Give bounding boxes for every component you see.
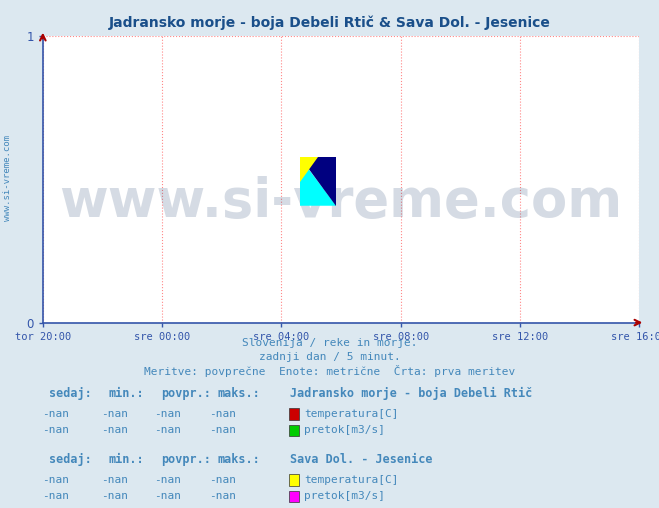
Text: -nan: -nan [154,491,181,501]
Polygon shape [300,157,318,182]
Text: -nan: -nan [209,425,236,435]
Text: pretok[m3/s]: pretok[m3/s] [304,425,386,435]
Text: -nan: -nan [101,425,129,435]
Text: Jadransko morje - boja Debeli Rtič & Sava Dol. - Jesenice: Jadransko morje - boja Debeli Rtič & Sav… [109,16,550,30]
Text: Slovenija / reke in morje.: Slovenija / reke in morje. [242,338,417,348]
Text: sedaj:: sedaj: [49,453,92,466]
Text: -nan: -nan [42,409,69,419]
Text: sedaj:: sedaj: [49,387,92,400]
Text: temperatura[C]: temperatura[C] [304,475,399,485]
Text: Sava Dol. - Jesenice: Sava Dol. - Jesenice [290,453,432,466]
Polygon shape [300,157,336,206]
Text: maks.:: maks.: [217,387,260,400]
Text: -nan: -nan [209,409,236,419]
Text: pretok[m3/s]: pretok[m3/s] [304,491,386,501]
Text: zadnji dan / 5 minut.: zadnji dan / 5 minut. [258,352,401,362]
Text: maks.:: maks.: [217,453,260,466]
Text: -nan: -nan [154,425,181,435]
Text: -nan: -nan [101,475,129,485]
Text: -nan: -nan [42,491,69,501]
Text: -nan: -nan [154,409,181,419]
Text: min.:: min.: [109,453,144,466]
Text: povpr.:: povpr.: [161,387,212,400]
Text: -nan: -nan [209,491,236,501]
Text: -nan: -nan [42,475,69,485]
Text: -nan: -nan [154,475,181,485]
Text: -nan: -nan [101,409,129,419]
Text: -nan: -nan [101,491,129,501]
Text: www.si-vreme.com: www.si-vreme.com [3,135,13,221]
Polygon shape [300,157,336,206]
Text: min.:: min.: [109,387,144,400]
Text: Jadransko morje - boja Debeli Rtič: Jadransko morje - boja Debeli Rtič [290,387,532,400]
Text: povpr.:: povpr.: [161,453,212,466]
Text: -nan: -nan [209,475,236,485]
Text: temperatura[C]: temperatura[C] [304,409,399,419]
Text: -nan: -nan [42,425,69,435]
Text: www.si-vreme.com: www.si-vreme.com [59,176,623,228]
Text: Meritve: povprečne  Enote: metrične  Črta: prva meritev: Meritve: povprečne Enote: metrične Črta:… [144,365,515,377]
